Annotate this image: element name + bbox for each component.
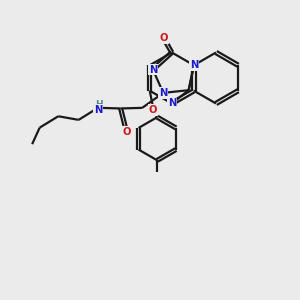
Text: N: N — [190, 60, 198, 70]
Text: H: H — [94, 100, 102, 109]
Text: O: O — [122, 127, 131, 136]
Text: N: N — [159, 88, 167, 98]
Text: O: O — [148, 105, 157, 115]
Text: N: N — [149, 64, 157, 75]
Text: N: N — [168, 98, 176, 109]
Text: N: N — [94, 105, 103, 115]
Text: O: O — [159, 33, 168, 43]
